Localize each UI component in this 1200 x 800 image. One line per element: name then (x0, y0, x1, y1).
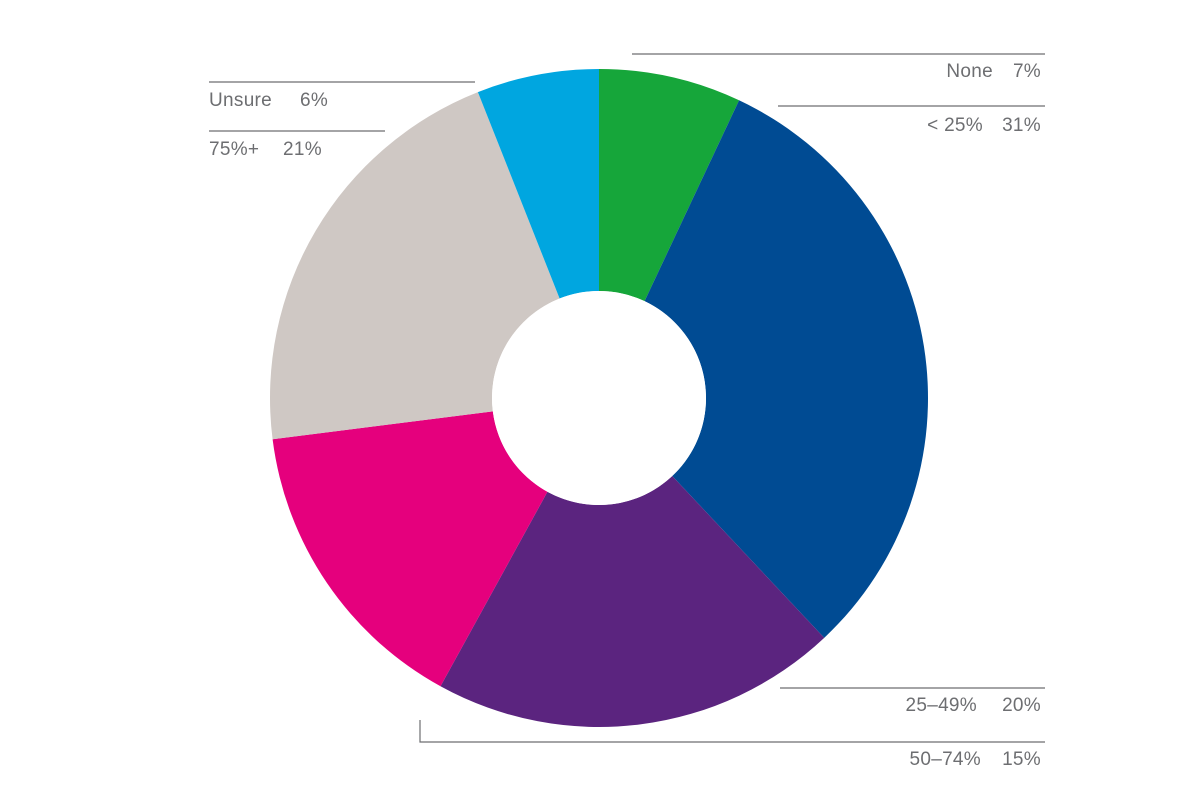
slice-labels: None 7% < 25% 31% 25–49% 20% 50–74% 15% … (209, 61, 1041, 770)
slice-value-lt25: 31% (1002, 115, 1041, 136)
slice-value-25-49: 20% (1002, 695, 1041, 716)
slice-label-50-74: 50–74% (909, 749, 981, 770)
donut-hole (492, 291, 706, 505)
donut-slice-1 (644, 100, 928, 638)
slice-value-75plus: 21% (283, 139, 322, 160)
slice-label-25-49: 25–49% (905, 695, 977, 716)
leader-line-50-74 (419, 720, 1045, 743)
slice-label-none: None (946, 61, 993, 82)
donut-slice-0 (599, 69, 740, 302)
donut-slice-2 (440, 475, 825, 727)
leader-lines (209, 53, 1045, 743)
donut-slice-5 (477, 69, 599, 299)
donut-slice-3 (272, 411, 548, 687)
slice-label-lt25: < 25% (927, 115, 983, 136)
slice-value-none: 7% (1013, 61, 1041, 82)
slice-value-unsure: 6% (300, 90, 328, 111)
slice-value-50-74: 15% (1002, 749, 1041, 770)
donut-slices (270, 69, 928, 727)
donut-slice-4 (270, 92, 560, 440)
slice-label-unsure: Unsure (209, 90, 272, 111)
slice-label-75plus: 75%+ (209, 139, 259, 160)
